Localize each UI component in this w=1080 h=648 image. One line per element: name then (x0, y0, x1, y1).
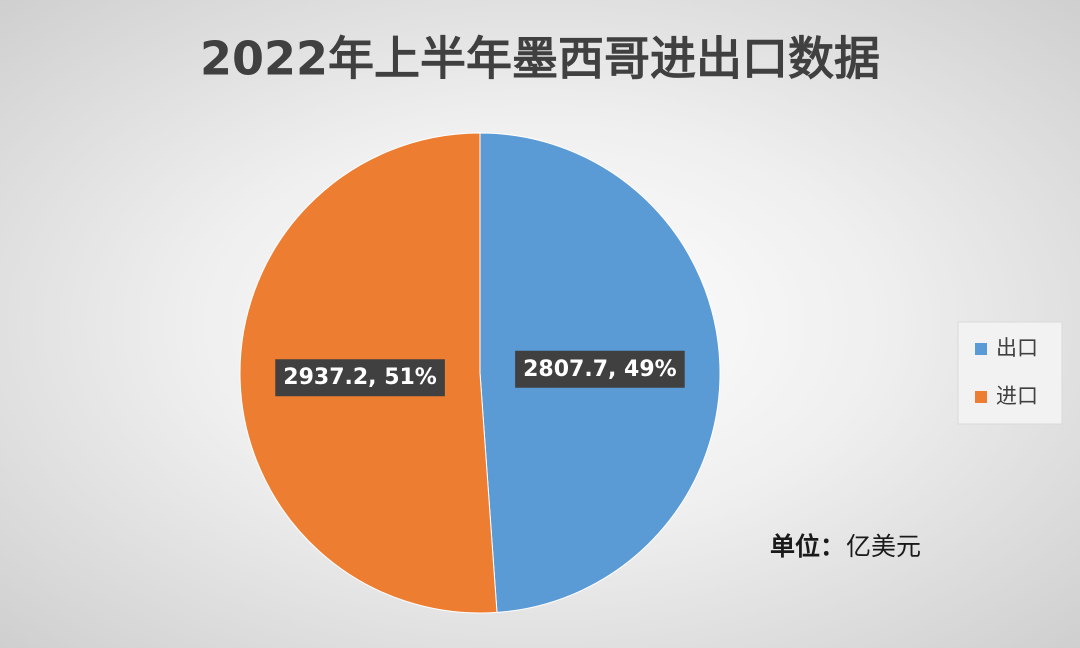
data-label-bg (515, 350, 685, 388)
legend-swatch (975, 391, 987, 403)
chart-title: 2022年上半年墨西哥进出口数据 (200, 32, 880, 86)
legend-label: 进口 (996, 384, 1038, 408)
legend-swatch (975, 343, 987, 355)
legend-box (957, 321, 1063, 425)
data-label-bg (275, 359, 445, 397)
legend-label: 出口 (996, 336, 1038, 360)
data-label: 2807.7, 49% (523, 357, 677, 382)
unit: 亿美元 (846, 532, 921, 561)
unit-label: 单位： (770, 532, 845, 561)
data-label: 2937.2, 51% (283, 365, 437, 390)
